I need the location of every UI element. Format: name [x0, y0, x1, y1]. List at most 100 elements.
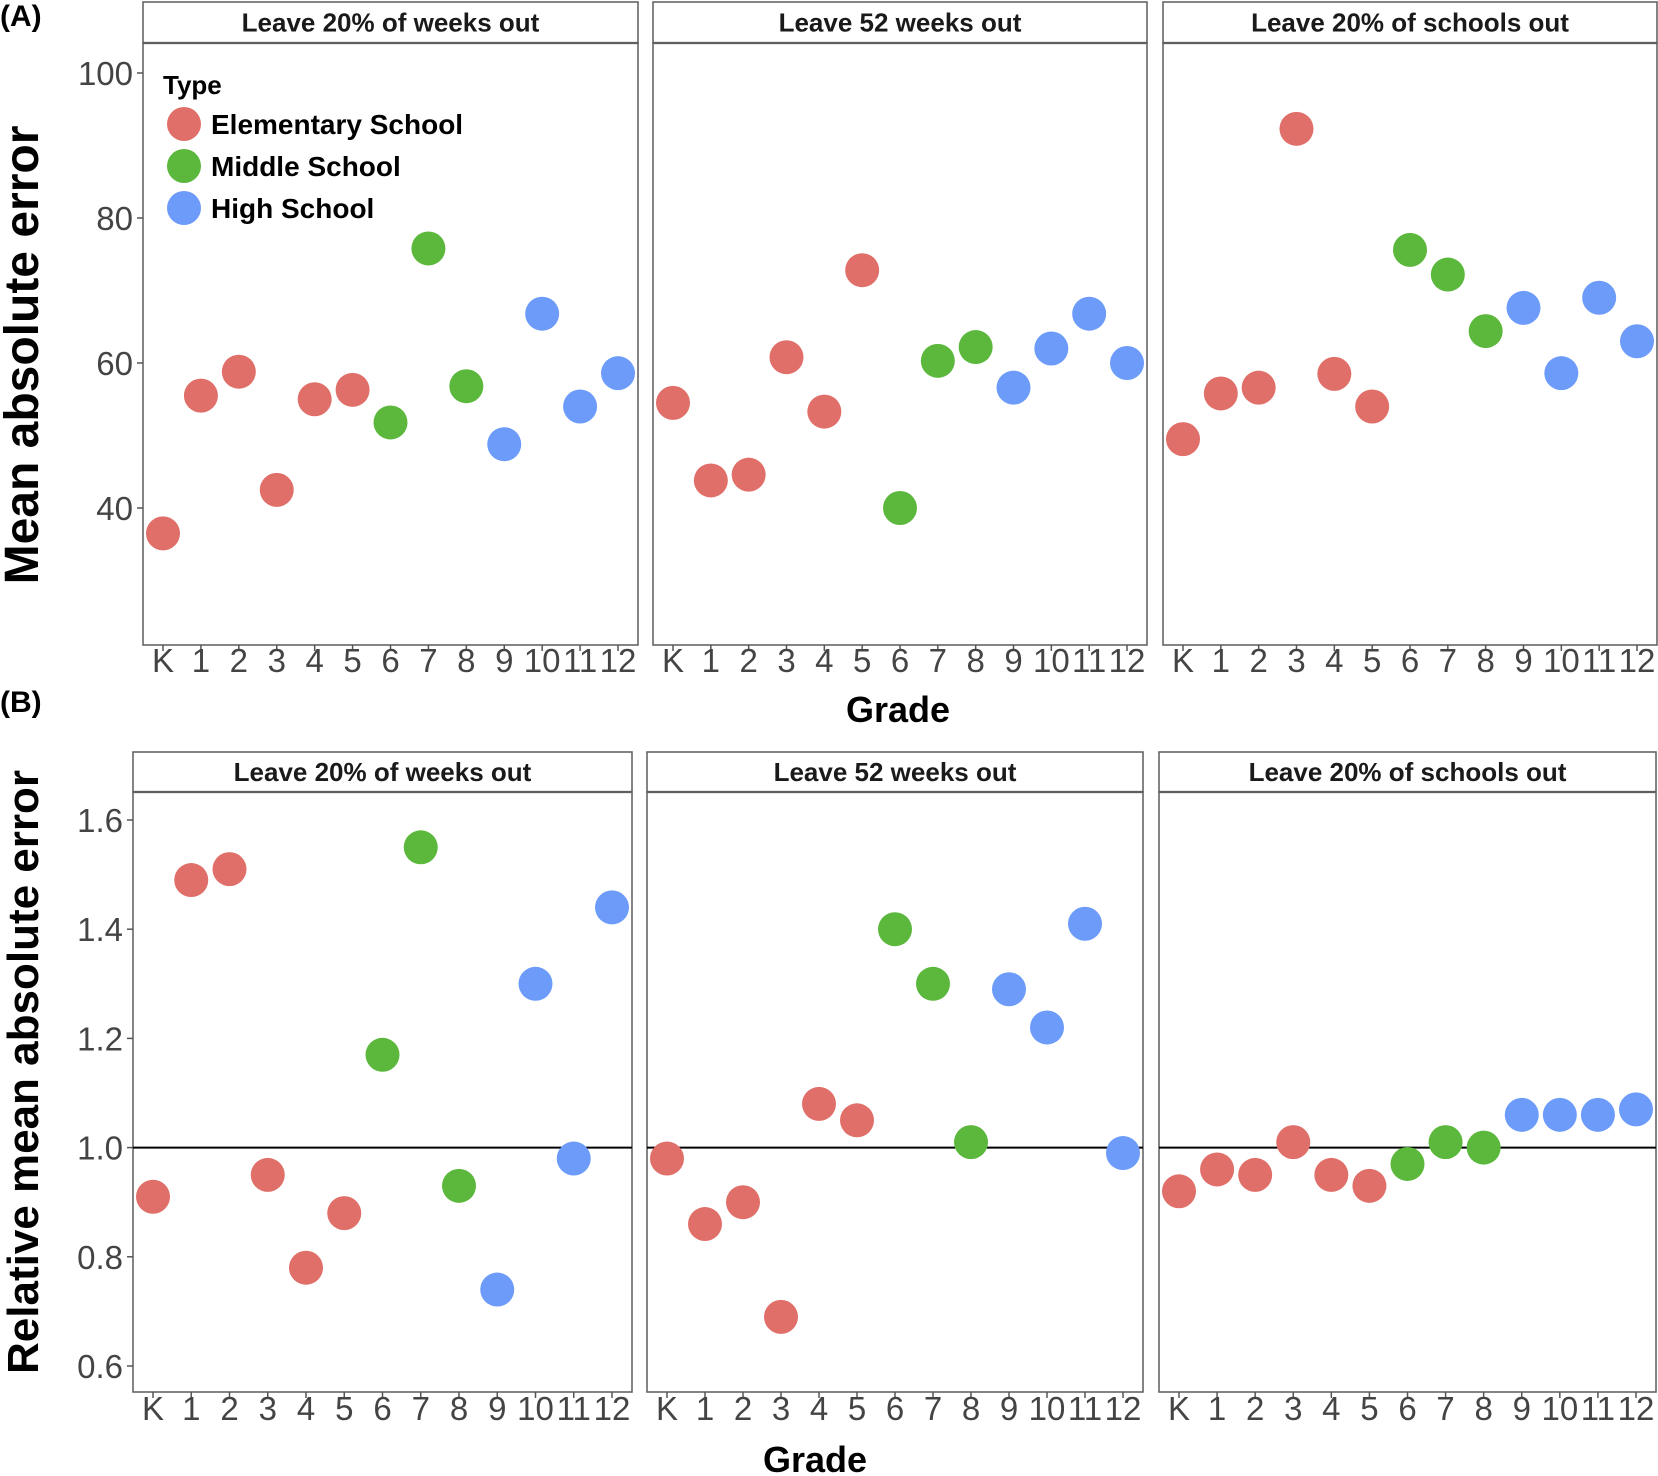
x-tick-label: 3 — [1284, 1390, 1302, 1427]
data-point — [1030, 1010, 1064, 1045]
data-point — [1034, 331, 1069, 366]
data-point — [1580, 1097, 1615, 1132]
x-tick-label: 11 — [563, 642, 597, 679]
x-tick-label: 9 — [1513, 1390, 1531, 1427]
x-tick-label: 10 — [517, 1390, 554, 1427]
legend-swatch — [167, 191, 201, 225]
x-tick-label: 9 — [1514, 642, 1532, 679]
data-point — [807, 394, 842, 429]
facet-plot-area — [1162, 42, 1658, 646]
data-point — [297, 382, 332, 417]
x-tick-label: 3 — [777, 642, 795, 679]
x-tick-label: 8 — [962, 1390, 980, 1427]
data-point — [1110, 346, 1144, 380]
data-point — [373, 405, 408, 440]
y-tick-label: 40 — [96, 490, 133, 527]
facet-title: Leave 20% of weeks out — [234, 757, 532, 787]
data-point — [556, 1141, 591, 1176]
x-tick-label: 12 — [600, 642, 637, 679]
x-tick-label: 3 — [268, 642, 286, 679]
data-point — [1317, 356, 1352, 391]
x-tick-label: 9 — [488, 1390, 506, 1427]
x-tick-label: 12 — [1619, 642, 1656, 679]
y-tick-label: 80 — [96, 200, 133, 237]
x-tick-label: 9 — [1000, 1390, 1018, 1427]
data-point — [146, 516, 180, 551]
facet-title: Leave 20% of schools out — [1251, 8, 1569, 38]
x-tick-label: 10 — [1543, 642, 1580, 679]
x-axis-title-a: Grade — [846, 689, 950, 730]
x-tick-label: 2 — [1246, 1390, 1264, 1427]
facet-plot-area — [646, 791, 1144, 1393]
x-tick-label: 6 — [381, 642, 399, 679]
x-tick-label: 5 — [1360, 1390, 1378, 1427]
y-tick-label: 100 — [78, 55, 133, 92]
data-point — [601, 356, 635, 391]
x-tick-label: 1 — [696, 1390, 714, 1427]
x-tick-label: 5 — [335, 1390, 353, 1427]
data-point — [1428, 1125, 1463, 1160]
x-tick-label: 5 — [853, 642, 871, 679]
data-point — [403, 830, 438, 865]
data-point — [883, 491, 917, 525]
x-tick-label: K — [662, 642, 684, 679]
data-point — [1279, 111, 1314, 146]
data-point — [411, 231, 446, 266]
data-point — [693, 463, 728, 498]
data-point — [731, 457, 766, 492]
data-point — [250, 1157, 285, 1192]
x-tick-label: 7 — [929, 642, 947, 679]
x-tick-label: 7 — [924, 1390, 942, 1427]
x-tick-label: 2 — [734, 1390, 752, 1427]
data-point — [1504, 1097, 1539, 1132]
x-tick-label: 3 — [259, 1390, 277, 1427]
x-tick-label: 4 — [297, 1390, 315, 1427]
x-tick-label: 11 — [1581, 1390, 1615, 1427]
x-tick-label: 1 — [1208, 1390, 1226, 1427]
x-tick-label: 7 — [1439, 642, 1457, 679]
data-point — [1619, 1092, 1653, 1127]
facet-title: Leave 20% of schools out — [1249, 757, 1567, 787]
x-tick-label: 11 — [1582, 642, 1616, 679]
data-point — [992, 972, 1026, 1007]
data-point — [1390, 1146, 1425, 1181]
x-tick-label: 10 — [1029, 1390, 1066, 1427]
x-tick-label: 6 — [373, 1390, 391, 1427]
data-point — [802, 1086, 836, 1121]
x-tick-label: 12 — [1618, 1390, 1655, 1427]
y-axis-title: Relative mean absolute error — [0, 770, 48, 1374]
data-point — [183, 378, 218, 413]
data-point — [845, 253, 880, 288]
x-tick-label: 5 — [343, 642, 361, 679]
data-point — [1352, 1168, 1387, 1203]
facet-title: Leave 52 weeks out — [779, 8, 1022, 38]
x-tick-label: 1 — [182, 1390, 200, 1427]
facet-strip — [132, 751, 633, 793]
x-tick-label: 8 — [1474, 1390, 1492, 1427]
legend-swatch — [167, 107, 201, 141]
x-tick-label: 1 — [192, 642, 210, 679]
x-tick-label: 1 — [1212, 642, 1230, 679]
data-point — [212, 852, 247, 887]
x-tick-label: K — [1172, 642, 1194, 679]
x-tick-label: 10 — [1541, 1390, 1578, 1427]
x-tick-label: 4 — [1325, 642, 1343, 679]
x-tick-label: 3 — [1287, 642, 1305, 679]
legend-title: Type — [163, 70, 222, 100]
facet-plot-area — [1158, 791, 1657, 1393]
x-tick-label: 4 — [305, 642, 323, 679]
y-tick-label: 1.6 — [77, 802, 123, 839]
data-point — [1200, 1152, 1235, 1187]
x-tick-label: 11 — [1072, 642, 1106, 679]
x-tick-label: 2 — [1249, 642, 1267, 679]
x-tick-label: 7 — [412, 1390, 430, 1427]
data-point — [840, 1103, 874, 1138]
data-point — [920, 343, 955, 378]
data-point — [518, 966, 553, 1001]
data-point — [259, 472, 294, 507]
x-tick-label: 8 — [457, 642, 475, 679]
data-point — [1238, 1157, 1273, 1192]
x-tick-label: 4 — [1322, 1390, 1340, 1427]
